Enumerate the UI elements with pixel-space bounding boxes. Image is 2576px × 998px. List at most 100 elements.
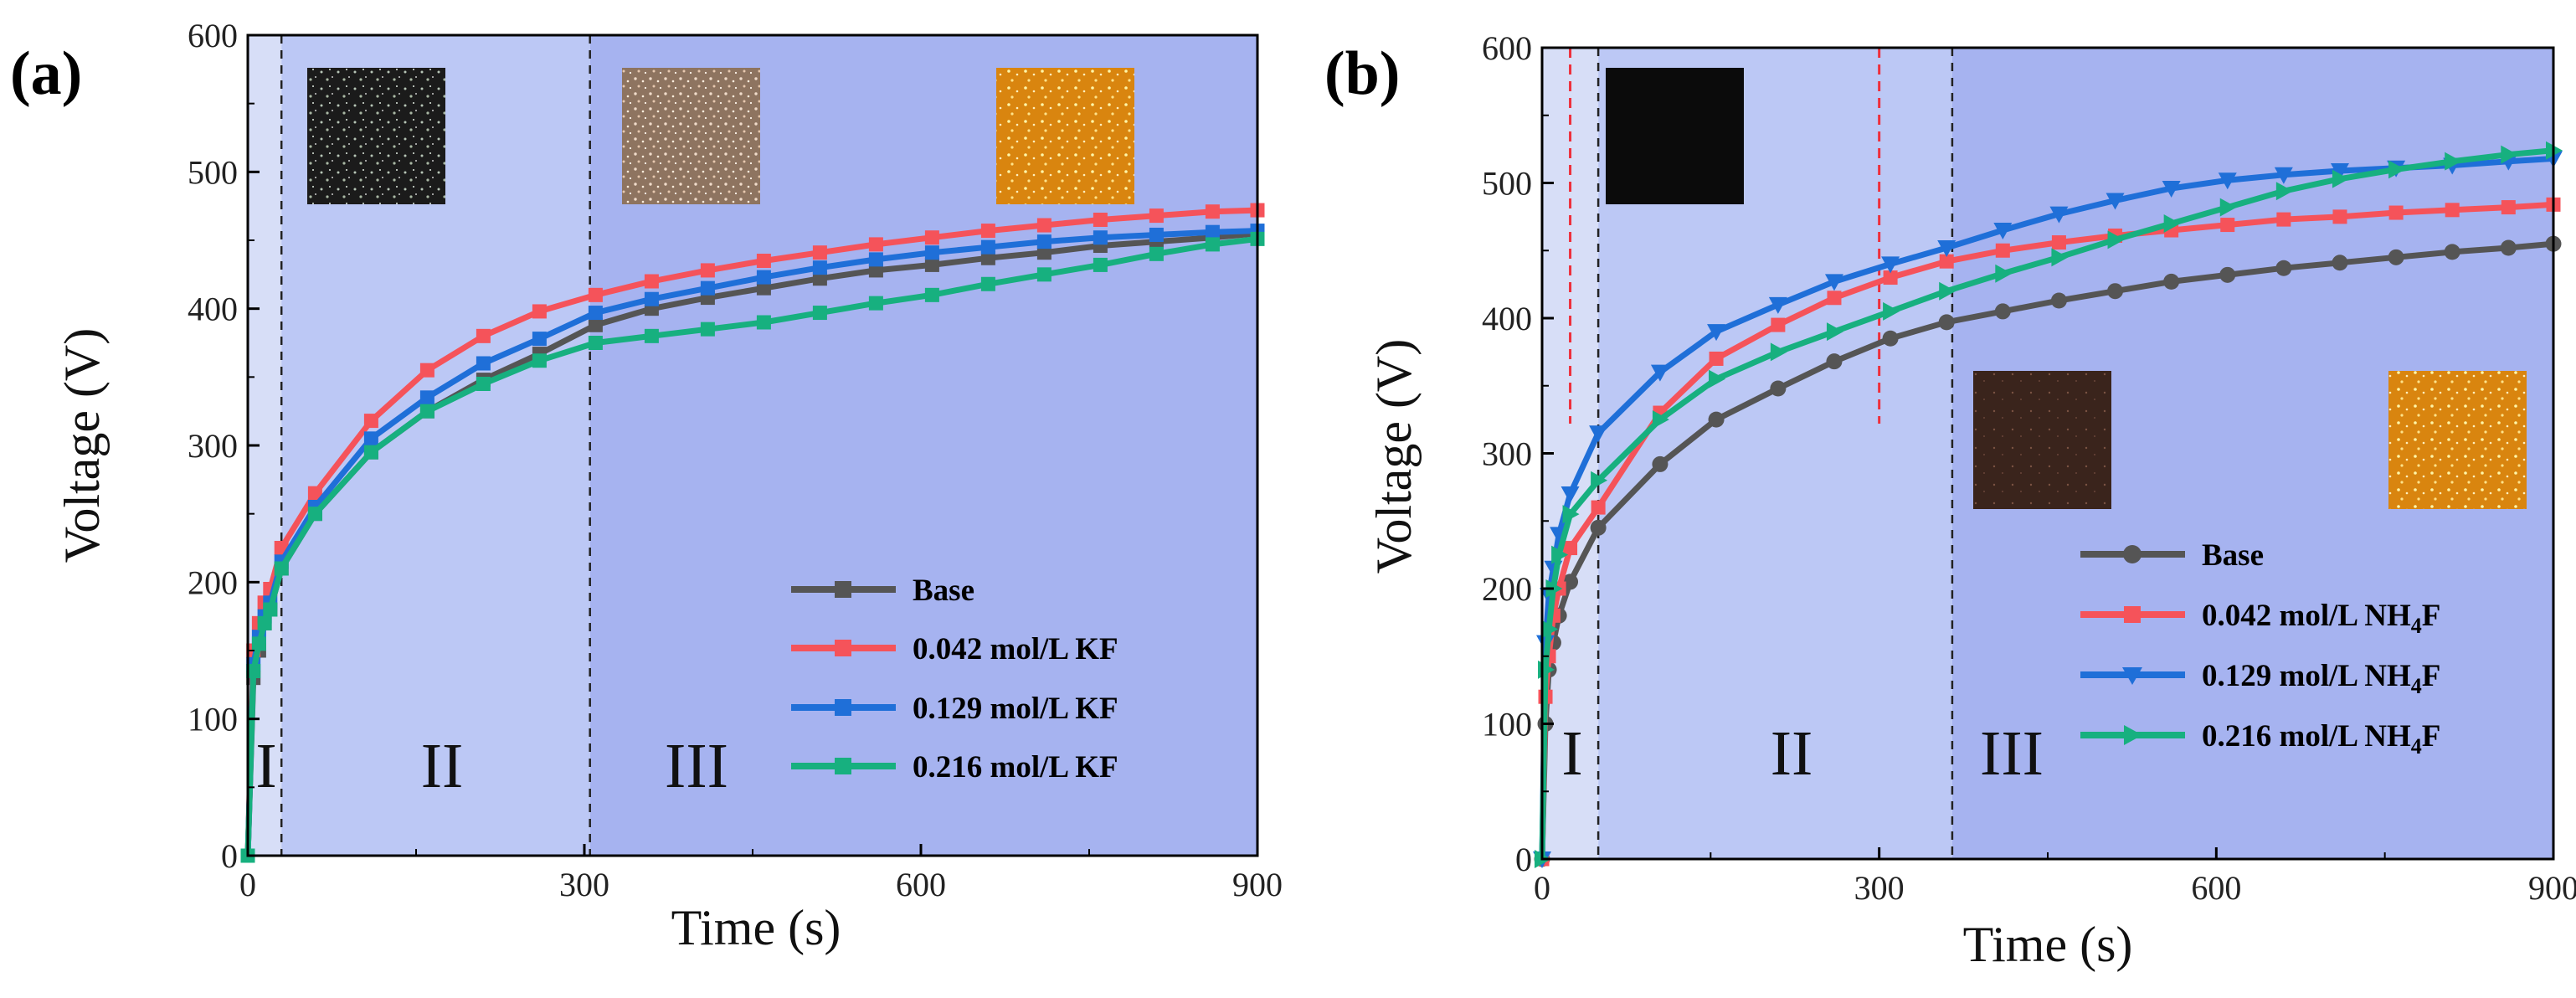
data-point-series-4-14 [756, 315, 771, 330]
micrograph-inset-stage-1 [307, 68, 445, 204]
data-point-series-4-20 [2388, 160, 2406, 179]
x-axis-label: Time (s) [671, 900, 841, 955]
stage-dividers [1569, 48, 1954, 859]
panel-b: (b) 0 300 600 900 0 100 200 300 400 500 600 I II I… [1324, 29, 2576, 972]
data-point-series-2-8 [1709, 351, 1724, 366]
panel-label: (b) [1324, 39, 1400, 108]
data-series [1533, 141, 2563, 868]
region-label-1: I [255, 731, 276, 801]
micrograph-inset-stage-2 [622, 68, 760, 204]
data-point-series-3-18 [980, 239, 995, 255]
data-point-series-4-3 [257, 615, 272, 630]
legend-marker-series-3 [835, 699, 851, 716]
y-axis-label: Voltage (V) [54, 328, 110, 563]
data-point-series-2-17 [2220, 218, 2235, 233]
data-point-series-3-21 [1149, 227, 1164, 242]
data-point-series-4-21 [2445, 152, 2462, 171]
series-4-line [1539, 147, 2554, 860]
data-point-series-3-9 [476, 356, 491, 371]
data-point-series-2-8 [419, 363, 434, 378]
data-point-series-4-19 [1036, 267, 1051, 282]
x-tick-label: 600 [2191, 869, 2241, 907]
data-point-series-1-19 [2332, 255, 2348, 271]
data-point-series-3-8 [419, 390, 434, 405]
data-point-series-4-9 [476, 377, 491, 391]
data-point-series-3-16 [868, 252, 883, 267]
data-point-series-4-20 [1093, 257, 1108, 272]
data-point-series-2-7 [363, 414, 378, 429]
data-point-series-3-12 [644, 291, 659, 306]
data-point-series-2-11 [1883, 270, 1898, 286]
data-point-series-2-20 [2388, 205, 2404, 220]
x-tick-label: 300 [1854, 869, 1905, 907]
data-point-series-1-17 [924, 257, 939, 272]
data-point-series-4-12 [1939, 281, 1956, 301]
data-point-series-3-12 [1937, 240, 1956, 258]
data-point-series-4-22 [1205, 237, 1220, 252]
data-point-series-1-14 [2050, 292, 2067, 309]
panel-a: (a) 0 300 600 900 0 100 200 300 400 500 600 I II I… [10, 17, 1283, 955]
series-2-group [240, 203, 1265, 863]
data-point-series-4-12 [644, 328, 659, 343]
region-label-2: II [421, 731, 464, 801]
micrograph-inset-stage-3 [996, 68, 1134, 204]
x-tick-label: 900 [2528, 869, 2576, 907]
data-point-series-3-14 [2049, 206, 2069, 224]
data-point-series-1-19 [1036, 245, 1051, 260]
data-point-series-3-8 [1707, 324, 1726, 342]
data-point-series-3-22 [1205, 224, 1220, 239]
series-4-group [1535, 141, 2563, 868]
data-point-series-2-11 [588, 287, 603, 302]
data-point-series-4-4 [263, 602, 278, 617]
data-point-series-3-17 [924, 245, 939, 260]
data-point-series-3-6 [1589, 425, 1608, 443]
data-point-series-4-3 [1545, 579, 1563, 598]
data-point-series-4-16 [2163, 213, 2181, 233]
y-tick-label: 200 [1482, 570, 1532, 608]
legend-label-base: Base [2202, 538, 2264, 573]
micrograph-insets [307, 68, 1134, 204]
data-point-series-1-12 [1938, 314, 1955, 331]
legend-label-series-2: 0.042 mol/L KF [913, 632, 1118, 666]
data-point-series-2-20 [1093, 213, 1108, 227]
data-point-series-3-7 [363, 431, 378, 446]
region-label-3: III [1980, 718, 2044, 789]
micrograph-insets [1606, 68, 2527, 509]
data-point-series-4-6 [307, 507, 322, 522]
data-series [240, 203, 1265, 863]
data-point-series-1-5 [1562, 574, 1579, 590]
y-tick-label: 400 [188, 291, 238, 328]
data-point-series-2-9 [1771, 317, 1786, 332]
data-point-series-2-19 [2332, 209, 2347, 224]
data-point-series-1-16 [2163, 273, 2180, 290]
data-point-series-1-10 [1826, 353, 1843, 370]
data-point-series-3-11 [588, 306, 603, 321]
data-point-series-1-9 [1770, 380, 1787, 397]
data-point-series-4-17 [2219, 198, 2237, 217]
data-point-series-2-18 [2276, 212, 2291, 227]
stage-dividers [280, 35, 591, 856]
data-point-series-2-9 [476, 328, 491, 343]
data-point-series-3-9 [1768, 296, 1787, 314]
data-point-series-3-19 [2330, 162, 2349, 180]
legend-marker-series-2 [2124, 606, 2141, 623]
data-point-series-4-11 [588, 336, 603, 350]
data-point-series-1-6 [1590, 519, 1607, 536]
data-point-series-3-19 [1036, 234, 1051, 250]
data-point-series-1-22 [2500, 239, 2517, 256]
data-point-series-4-15 [812, 306, 827, 321]
y-tick-label: 600 [188, 17, 238, 54]
data-point-series-2-19 [1036, 218, 1051, 233]
data-point-series-3-13 [700, 280, 715, 296]
data-point-series-2-22 [2501, 200, 2516, 215]
data-point-series-4-18 [980, 276, 995, 291]
data-point-series-4-18 [2275, 182, 2293, 201]
data-point-series-2-18 [980, 224, 995, 239]
y-tick-label: 400 [1482, 300, 1532, 337]
x-tick-label: 0 [1534, 869, 1550, 907]
y-tick-label: 100 [188, 701, 238, 738]
data-point-series-1-18 [980, 250, 995, 265]
legend: Base 0.042 mol/L NH4F 0.129 mol/L NH4F 0… [2080, 538, 2440, 759]
data-point-series-2-21 [1149, 208, 1164, 224]
data-point-series-4-10 [1826, 322, 1843, 342]
